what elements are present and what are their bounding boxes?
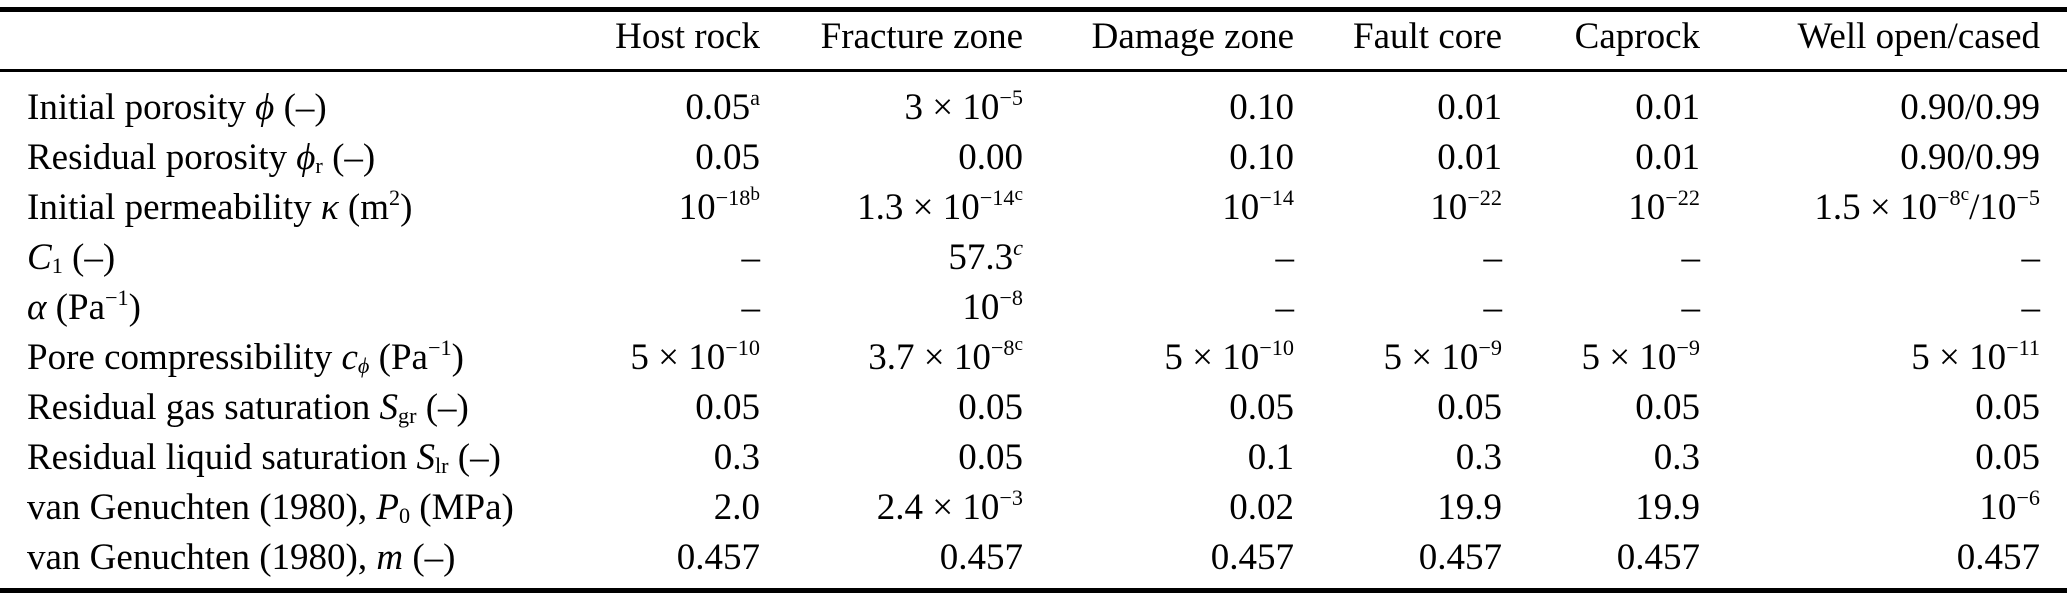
value-cell: 0.05 [1635,386,1700,428]
table-row: Residual porosity ϕr (–) 0.05 0.00 0.10 0.01… [0,132,2067,182]
header-row: Host rock Fracture zone Damage zone Faul… [0,9,2067,72]
value-cell: 57.3c [948,235,1023,278]
value-cell: 0.05a [685,85,760,128]
value-cell: 0.02 [1229,486,1294,528]
row-label: van Genuchten (1980), m (–) [27,536,456,578]
value-cell: 10−8 [962,285,1023,328]
value-cell: 5 × 10−10 [630,335,760,378]
value-cell: 0.01 [1437,86,1502,128]
value-cell: 0.457 [1956,536,2040,578]
value-cell: 2.0 [713,486,760,528]
header-caprock: Caprock [1502,9,1700,72]
row-label: Residual liquid saturation Slr (–) [27,436,501,479]
value-cell: 1.5 × 10−8c/10−5 [1814,184,2040,228]
value-cell: – [1483,286,1503,328]
value-cell: 0.90/0.99 [1900,136,2040,178]
value-cell: 0.1 [1247,436,1294,478]
value-cell: 0.457 [1418,536,1502,578]
table-body: Initial porosity ϕ (–) 0.05a 3 × 10−5 0.10 0… [0,71,2067,591]
value-cell: 0.01 [1635,136,1700,178]
table-header: Host rock Fracture zone Damage zone Faul… [0,9,2067,72]
value-cell: 10−18b [678,184,760,228]
value-cell: 0.05 [695,386,760,428]
value-cell: – [741,286,761,328]
value-cell: – [1483,236,1503,278]
value-cell: 0.05 [695,136,760,178]
value-cell: – [741,236,761,278]
table-row: Initial permeability κ (m2) 10−18b 1.3 × 1… [0,182,2067,232]
value-cell: 0.10 [1229,136,1294,178]
value-cell: 10−6 [1979,485,2040,528]
header-fault-core: Fault core [1294,9,1502,72]
table-row: Pore compressibility cϕ (Pa−1) 5 × 10−10 3… [0,332,2067,382]
value-cell: 10−22 [1430,185,1502,228]
table-row: α (Pa−1) – 10−8 – – – – [0,282,2067,332]
value-cell: 5 × 10−9 [1581,335,1700,378]
value-cell: 10−14 [1222,185,1294,228]
value-cell: 0.05 [1975,436,2040,478]
value-cell: 0.457 [1616,536,1700,578]
value-cell: 0.01 [1635,86,1700,128]
header-fracture-zone: Fracture zone [760,9,1023,72]
value-cell: 5 × 10−10 [1164,335,1294,378]
value-cell: 0.00 [958,136,1023,178]
value-cell: – [2021,236,2041,278]
header-well-open-cased: Well open/cased [1700,9,2067,72]
row-label: C1 (–) [27,236,116,279]
table-row: Initial porosity ϕ (–) 0.05a 3 × 10−5 0.10 0… [0,71,2067,133]
value-cell: 5 × 10−9 [1383,335,1502,378]
value-cell: 19.9 [1635,486,1700,528]
value-cell: 3 × 10−5 [904,85,1023,128]
row-label: van Genuchten (1980), P0 (MPa) [27,486,514,529]
value-cell: – [1275,236,1295,278]
header-host-rock: Host rock [540,9,760,72]
value-cell: – [1681,236,1701,278]
header-parameter [0,9,540,72]
value-cell: 0.05 [1975,386,2040,428]
value-cell: – [2021,286,2041,328]
row-label: Initial permeability κ (m2) [27,185,413,228]
table-row: Residual gas saturation Sgr (–) 0.05 0.05 0… [0,382,2067,432]
row-label: Residual porosity ϕr (–) [27,136,376,179]
table-row: Residual liquid saturation Slr (–) 0.3 0.0… [0,432,2067,482]
value-cell: 0.90/0.99 [1900,86,2040,128]
value-cell: 19.9 [1437,486,1502,528]
value-cell: 0.05 [958,386,1023,428]
value-cell: 3.7 × 10−8c [868,334,1023,378]
table-row: van Genuchten (1980), m (–) 0.457 0.457 0.4… [0,532,2067,591]
row-label: Initial porosity ϕ (–) [27,86,327,128]
table-row: van Genuchten (1980), P0 (MPa) 2.0 2.4 × 1… [0,482,2067,532]
value-cell: 0.01 [1437,136,1502,178]
value-cell: 1.3 × 10−14c [857,184,1023,228]
value-cell: 0.05 [1229,386,1294,428]
row-label: α (Pa−1) [27,285,141,328]
row-label: Pore compressibility cϕ (Pa−1) [27,335,464,379]
value-cell: 0.05 [1437,386,1502,428]
material-parameters-table: Host rock Fracture zone Damage zone Faul… [0,7,2067,593]
value-cell: 0.3 [1653,436,1700,478]
value-cell: 0.3 [1455,436,1502,478]
value-cell: 0.457 [1210,536,1294,578]
value-cell: 0.457 [939,536,1023,578]
value-cell: 0.05 [958,436,1023,478]
header-damage-zone: Damage zone [1023,9,1294,72]
value-cell: – [1275,286,1295,328]
row-label: Residual gas saturation Sgr (–) [27,386,469,429]
value-cell: 0.3 [713,436,760,478]
value-cell: 10−22 [1628,185,1700,228]
table-row: C1 (–) – 57.3c – – – – [0,232,2067,282]
value-cell: 5 × 10−11 [1911,335,2040,378]
value-cell: 2.4 × 10−3 [876,485,1023,528]
value-cell: 0.10 [1229,86,1294,128]
value-cell: – [1681,286,1701,328]
value-cell: 0.457 [676,536,760,578]
